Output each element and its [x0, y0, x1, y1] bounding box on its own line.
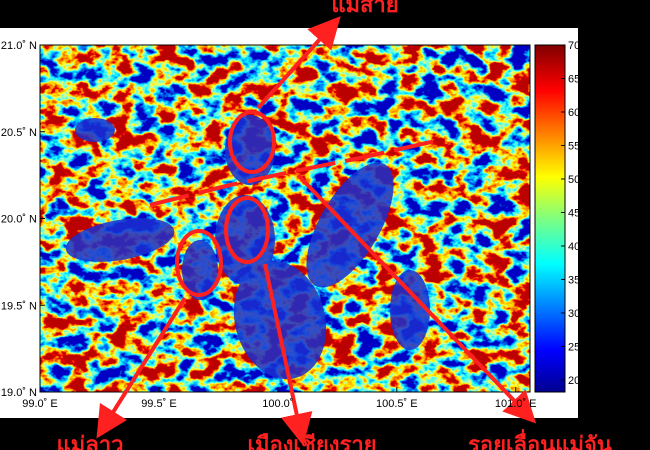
x-tick-label: 100.5˚ E	[376, 398, 418, 410]
colorbar-tick-label: 300	[568, 308, 586, 320]
annotation-shapes	[96, 16, 537, 446]
y-tick-label: 19.5˚ N	[1, 300, 37, 312]
y-tick-label: 21.0˚ N	[1, 40, 37, 52]
annotation-label: แม่ลาว	[57, 433, 124, 450]
colorbar-tick-label: 450	[568, 207, 586, 219]
labels: 99.0˚ E 99.5˚ E 100.0˚ 100.5˚ E 101.0˚ E 21.0…	[1, 0, 612, 450]
annotation-label: รอยเลื่อนแม่จัน	[468, 428, 612, 450]
colorbar	[534, 44, 566, 393]
x-tick-label: 100.0˚	[262, 398, 293, 410]
x-tick-label: 99.5˚ E	[141, 398, 176, 410]
x-tick-label: 101.0˚ E	[495, 398, 537, 410]
heatmap	[40, 45, 530, 392]
y-tick-label: 19.0˚ N	[1, 387, 37, 399]
x-tick-label: 99.0˚ E	[22, 398, 57, 410]
colorbar-tick-label: 500	[568, 174, 586, 186]
colorbar-tick-label: 650	[568, 73, 586, 85]
annotation-label: เมืองเชียงราย	[247, 433, 376, 450]
y-tick-label: 20.0˚ N	[1, 214, 37, 226]
colorbar-tick-label: 250	[568, 341, 586, 353]
colorbar-tick-label: 600	[568, 107, 586, 119]
colorbar-tick-label: 550	[568, 140, 586, 152]
colorbar-tick-label: 700	[568, 40, 586, 52]
colorbar-tick-label: 200	[568, 375, 586, 387]
colorbar-tick-label: 350	[568, 274, 586, 286]
annotation-label: แม่สาย	[331, 0, 398, 18]
y-tick-label: 20.5˚ N	[1, 127, 37, 139]
colorbar-tick-label: 400	[568, 241, 586, 253]
